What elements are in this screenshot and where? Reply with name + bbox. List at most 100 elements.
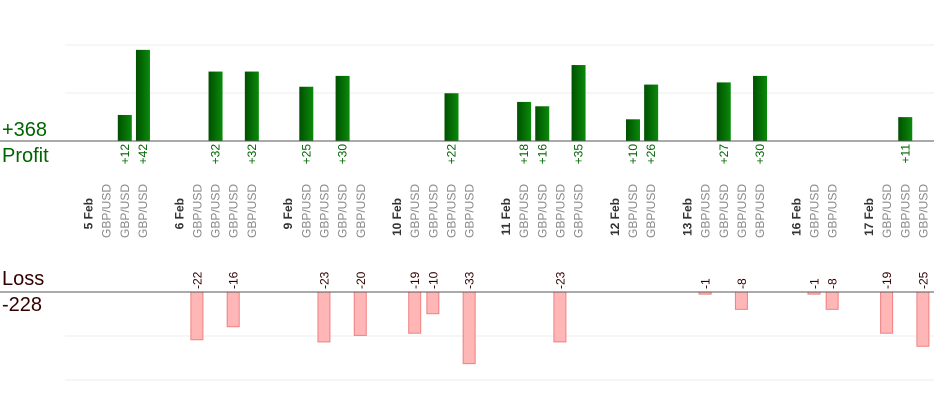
- profit-value-label: +22: [445, 144, 459, 165]
- profit-bar: [244, 71, 259, 141]
- profit-bar: [753, 75, 768, 141]
- loss-bar: [317, 291, 331, 343]
- profit-value-label: +12: [118, 144, 132, 165]
- pair-label: GBP/USD: [644, 184, 658, 238]
- loss-bar: [408, 291, 422, 334]
- pair-label: GBP/USD: [408, 184, 422, 238]
- profit-bar: [517, 101, 532, 141]
- pair-label: GBP/USD: [880, 184, 894, 238]
- loss-label: Loss: [2, 268, 45, 290]
- profit-value-label: +10: [626, 144, 640, 165]
- pair-label: GBP/USD: [717, 184, 731, 238]
- date-label: 13 Feb: [680, 198, 694, 236]
- pair-label: GBP/USD: [336, 184, 350, 238]
- loss-bar: [825, 291, 839, 310]
- date-label: 11 Feb: [499, 198, 513, 235]
- profit-value-label: +16: [535, 144, 549, 165]
- loss-value-label: -22: [190, 271, 204, 289]
- pair-label: GBP/USD: [426, 184, 440, 238]
- pair-label: GBP/USD: [898, 184, 912, 238]
- loss-value-label: -10: [426, 271, 440, 289]
- loss-value-label: -23: [553, 271, 567, 289]
- profit-bar: [898, 117, 913, 141]
- pair-label: GBP/USD: [209, 184, 223, 238]
- profit-value-label: +11: [898, 144, 912, 164]
- loss-value-label: -1: [699, 278, 713, 289]
- pair-label: GBP/USD: [100, 184, 114, 238]
- loss-bar: [353, 291, 367, 336]
- pair-label: GBP/USD: [118, 184, 132, 238]
- total-loss-value: -228: [2, 294, 43, 316]
- pair-label: GBP/USD: [699, 184, 713, 238]
- loss-value-label: -19: [880, 271, 894, 289]
- profit-value-label: +30: [336, 144, 350, 165]
- loss-bar: [734, 291, 748, 310]
- loss-value-label: -19: [408, 271, 422, 289]
- profit-bar: [716, 82, 731, 141]
- pair-label: GBP/USD: [916, 184, 930, 238]
- loss-bar: [880, 291, 894, 334]
- loss-value-label: -33: [463, 271, 477, 289]
- profit-bar: [117, 114, 132, 141]
- baselines: [0, 140, 934, 293]
- loss-value-label: -23: [317, 271, 331, 289]
- profit-bar: [335, 75, 350, 141]
- pair-label: GBP/USD: [463, 184, 477, 238]
- date-label: 9 Feb: [281, 198, 295, 229]
- pair-label: GBP/USD: [245, 184, 259, 238]
- date-label: 10 Feb: [390, 198, 404, 236]
- loss-bar: [190, 291, 204, 341]
- profit-value-label: +42: [136, 144, 150, 165]
- total-profit-value: +368: [2, 119, 48, 141]
- date-label: 16 Feb: [789, 198, 803, 236]
- loss-bar: [226, 291, 240, 328]
- pair-label: GBP/USD: [354, 184, 368, 238]
- profit-value-label: +25: [299, 144, 313, 165]
- bars: [117, 49, 930, 365]
- pair-label: GBP/USD: [445, 184, 459, 238]
- date-label: 17 Feb: [862, 198, 876, 236]
- profit-bar: [444, 93, 459, 141]
- profit-bar: [535, 106, 550, 141]
- pair-label: GBP/USD: [227, 184, 241, 238]
- loss-bar: [426, 291, 440, 315]
- date-label: 12 Feb: [608, 198, 622, 236]
- loss-value-label: -20: [354, 271, 368, 289]
- profit-label: Profit: [2, 145, 49, 167]
- loss-bar: [462, 291, 476, 365]
- profit-value-label: +30: [753, 144, 767, 165]
- profit-value-label: +32: [209, 144, 223, 165]
- loss-value-label: -8: [735, 278, 749, 289]
- profit-value-label: +32: [245, 144, 259, 165]
- pair-label: GBP/USD: [535, 184, 549, 238]
- labels: 5 Feb GBP/USD GBP/USD +12 GBP/USD +42 6 Feb GBP…: [82, 144, 931, 289]
- pair-label: GBP/USD: [808, 184, 822, 238]
- pair-label: GBP/USD: [826, 184, 840, 238]
- pair-label: GBP/USD: [299, 184, 313, 238]
- pair-label: GBP/USD: [517, 184, 531, 238]
- pair-label: GBP/USD: [553, 184, 567, 238]
- loss-bar: [553, 291, 567, 343]
- profit-value-label: +18: [517, 144, 531, 165]
- pair-label: GBP/USD: [735, 184, 749, 238]
- pair-label: GBP/USD: [626, 184, 640, 238]
- pair-label: GBP/USD: [572, 184, 586, 238]
- profit-bar: [299, 86, 314, 141]
- profit-bar: [644, 84, 659, 141]
- loss-value-label: -1: [808, 278, 822, 289]
- loss-value-label: -8: [826, 278, 840, 289]
- loss-value-label: -16: [227, 271, 241, 289]
- profit-value-label: +26: [644, 144, 658, 165]
- profit-bar: [626, 119, 640, 141]
- profit-value-label: +27: [717, 144, 731, 165]
- loss-bar: [916, 291, 930, 347]
- pair-label: GBP/USD: [136, 184, 150, 238]
- profit-bar: [571, 65, 586, 141]
- pair-label: GBP/USD: [753, 184, 767, 238]
- profit-value-label: +35: [572, 144, 586, 165]
- profit-bar: [208, 71, 223, 141]
- loss-value-label: -25: [916, 271, 930, 289]
- pair-label: GBP/USD: [317, 184, 331, 238]
- pair-label: GBP/USD: [190, 184, 204, 238]
